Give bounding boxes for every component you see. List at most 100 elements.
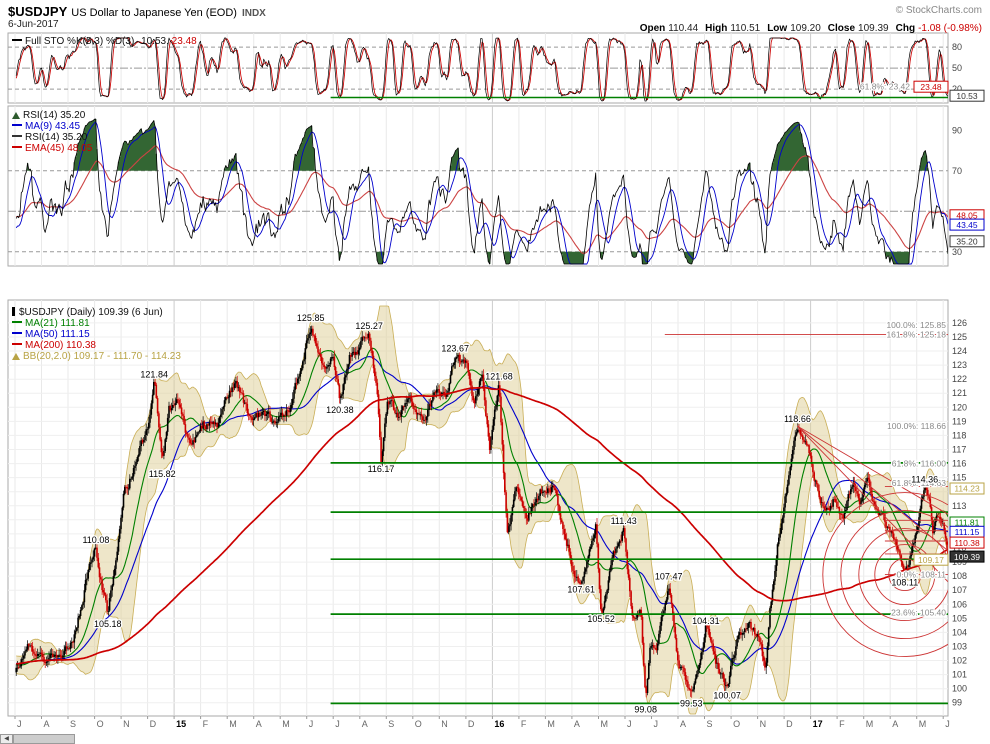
horizontal-scrollbar[interactable]: ◀ [0,734,990,744]
symbol-description: US Dollar to Japanese Yen (EOD) [71,7,237,19]
svg-text:114.23: 114.23 [954,484,980,494]
rsi-ma9-swatch-icon [12,124,22,126]
svg-text:D: D [468,719,475,729]
main-legend-ma50: MA(50) 111.15 [12,329,181,340]
svg-text:O: O [733,719,740,729]
main-legend-bb: BB(20,2.0) 109.17 - 111.70 - 114.23 [12,351,181,362]
svg-text:120: 120 [952,402,967,412]
svg-text:J: J [335,719,340,729]
svg-text:108: 108 [952,571,967,581]
svg-text:J: J [654,719,659,729]
svg-text:110.38: 110.38 [954,538,980,548]
svg-text:116.17: 116.17 [368,464,395,474]
rsi-value-label: RSI(14) 35.20 [23,110,86,121]
svg-text:102: 102 [952,656,967,666]
high-value: 110.51 [730,23,761,34]
low-label: Low [767,23,788,34]
svg-text:S: S [707,719,713,729]
svg-text:120.38: 120.38 [326,405,354,415]
svg-text:113: 113 [952,501,966,511]
rsi-ema45-swatch-icon [12,146,22,148]
svg-text:100.0%: 118.66: 100.0%: 118.66 [887,421,946,431]
svg-text:80: 80 [952,42,962,52]
ma21-swatch-icon [12,321,22,323]
chart-header: $USDJPY US Dollar to Japanese Yen (EOD) IN… [8,3,266,21]
right-axis: 80 50 20 90 70 30 99 100 101 102 103 104 105 106 107 10… [913,42,985,708]
svg-text:121.84: 121.84 [140,369,168,379]
change-label: Chg [895,23,916,34]
svg-text:30: 30 [952,247,962,257]
rsi-ma9-label: MA(9) 43.45 [25,121,81,132]
svg-text:125.27: 125.27 [355,321,383,331]
svg-text:121.68: 121.68 [485,372,513,382]
svg-text:J: J [17,719,22,729]
bb-swatch-icon [12,353,20,360]
x-axis: J A S O N D 15 F M A M J J A S O N D 16 F M A M J J A S O N D 17 F M A M J [14,716,950,729]
svg-text:121: 121 [952,388,967,398]
svg-text:100.0%: 125.85: 100.0%: 125.85 [886,320,946,330]
svg-text:100: 100 [952,684,967,694]
rsi-legend-line: RSI(14) 35.20 [12,132,92,143]
svg-text:119: 119 [952,416,966,426]
svg-text:111.43: 111.43 [611,516,637,526]
svg-text:20: 20 [952,84,962,94]
sto-legend: Full STO %K(5,3) %D(3) 10.53, 23.48 [12,36,197,47]
svg-text:108.11: 108.11 [891,578,918,588]
high-label: High [705,23,728,34]
exchange-label: INDX [241,8,266,19]
svg-text:110.08: 110.08 [82,535,109,545]
rsi-ema45-label: EMA(45) 48.05 [25,143,93,154]
svg-text:101: 101 [952,670,967,680]
svg-text:J: J [627,719,632,729]
svg-text:M: M [601,719,609,729]
rsi-area-icon [12,112,20,119]
ma200-label: MA(200) 110.38 [25,340,96,351]
svg-text:43.45: 43.45 [956,220,978,230]
svg-text:105.52: 105.52 [587,614,615,624]
svg-text:10.53: 10.53 [956,91,978,101]
svg-text:J: J [309,719,314,729]
close-value: 109.39 [858,23,889,34]
low-value: 109.20 [790,23,821,34]
svg-text:126: 126 [952,318,967,328]
svg-text:99.08: 99.08 [634,705,657,715]
svg-text:16: 16 [494,719,504,729]
svg-text:17: 17 [813,719,823,729]
svg-text:107.61: 107.61 [567,585,595,595]
svg-text:107: 107 [952,585,967,595]
scrollbar-thumb[interactable] [13,734,75,744]
ma21-label: MA(21) 111.81 [25,318,90,329]
svg-text:0.0%: 108.11: 0.0%: 108.11 [897,570,947,580]
chart-date: 6-Jun-2017 [8,19,59,30]
svg-text:F: F [521,719,527,729]
svg-text:61.8%: 114.63: 61.8%: 114.63 [892,478,946,488]
rsi-line-label: RSI(14) 35.20 [25,132,88,143]
main-legend-ma21: MA(21) 111.81 [12,318,181,329]
rsi-legend-main: RSI(14) 35.20 [12,110,92,121]
copyright-notice: © StockCharts.com [895,5,982,16]
quote-summary: Open 110.44 High 110.51 Low 109.20 Close 109.39… [633,18,982,36]
svg-text:125.85: 125.85 [297,313,325,323]
svg-text:115: 115 [952,473,966,483]
svg-text:F: F [203,719,209,729]
ma50-swatch-icon [12,332,22,334]
svg-text:123: 123 [952,360,967,370]
svg-text:50: 50 [952,63,962,73]
sto-panel [15,37,948,102]
change-value: -1.08 (-0.98%) [918,23,982,34]
svg-text:118: 118 [952,430,966,440]
scrollbar-left-arrow[interactable]: ◀ [0,734,13,744]
symbol-ticker: $USDJPY [8,4,68,19]
price-annotations: 110.08 105.18 121.84 115.82 125.85 120.38 125.… [81,312,939,716]
rsi-legend-ma9: MA(9) 43.45 [12,121,92,132]
rsi-legend-ema45: EMA(45) 48.05 [12,143,92,154]
svg-text:105: 105 [952,613,967,623]
main-legend-ma200: MA(200) 110.38 [12,340,181,351]
open-value: 110.44 [668,23,699,34]
svg-text:105.18: 105.18 [94,619,122,629]
svg-text:D: D [786,719,793,729]
candlestick-icon [12,307,15,316]
svg-text:107.47: 107.47 [655,572,683,582]
close-label: Close [827,23,856,34]
